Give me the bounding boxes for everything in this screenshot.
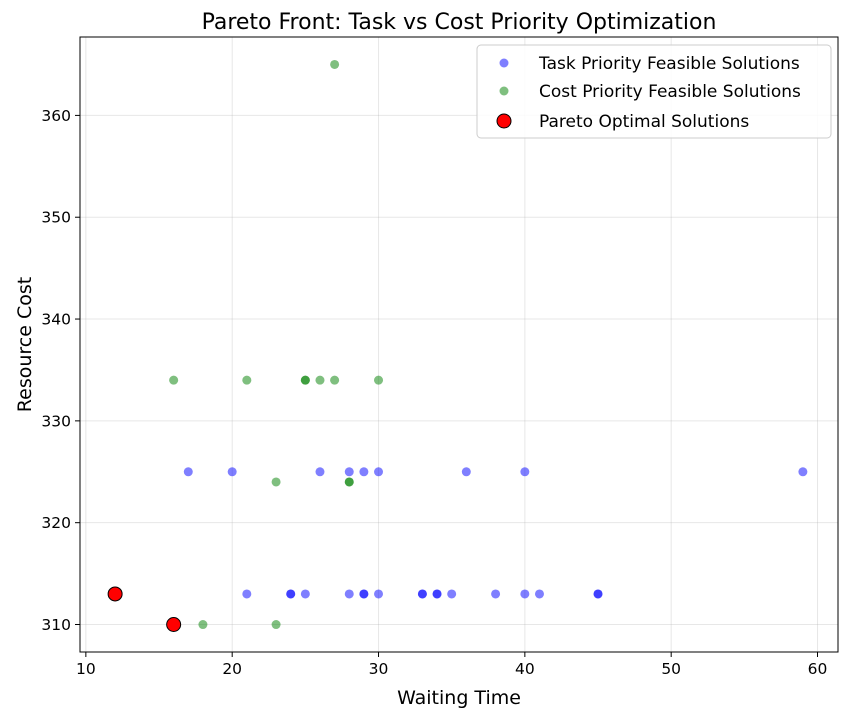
chart-title: Pareto Front: Task vs Cost Priority Opti…	[202, 10, 717, 35]
series-0-point	[593, 589, 603, 599]
y-tick-label: 310	[41, 616, 71, 634]
plot-frame	[79, 36, 839, 653]
series-0-point	[417, 589, 427, 599]
legend-label-cost-priority: Cost Priority Feasible Solutions	[539, 82, 801, 102]
series-1-point	[198, 620, 208, 630]
y-tick-label: 350	[41, 209, 71, 227]
x-tick-label: 30	[369, 660, 389, 678]
data-points	[107, 59, 808, 633]
series-1-point	[271, 477, 281, 487]
legend-label-pareto-optimal: Pareto Optimal Solutions	[539, 112, 749, 132]
series-0-point	[227, 467, 237, 477]
series-1-point	[271, 620, 281, 630]
legend-marker-pareto-optimal	[496, 113, 512, 129]
y-axis-title: Resource Cost	[14, 277, 36, 412]
series-0-point	[359, 589, 369, 599]
x-axis-title: Waiting Time	[397, 687, 521, 709]
series-0-point	[242, 589, 252, 599]
y-tick-label: 360	[41, 107, 71, 125]
x-tick-label: 50	[661, 660, 681, 678]
legend: Task Priority Feasible Solutions Cost Pr…	[476, 44, 832, 139]
series-0-point	[534, 589, 544, 599]
series-0-point	[286, 589, 296, 599]
series-1-point	[330, 375, 340, 385]
axis-ticks: 10 20 30 40 50 60 310 320 330 340 350 360	[41, 107, 827, 678]
series-1-point	[242, 375, 252, 385]
series-0-point	[359, 467, 369, 477]
series-1-point	[315, 375, 325, 385]
legend-label-task-priority: Task Priority Feasible Solutions	[538, 54, 800, 74]
series-0-point	[315, 467, 325, 477]
y-tick-label: 330	[41, 412, 71, 430]
x-tick-label: 10	[76, 660, 96, 678]
series-0-point	[344, 589, 354, 599]
series-1-point	[374, 375, 384, 385]
y-tick-label: 340	[41, 311, 71, 329]
legend-marker-cost-priority	[499, 86, 509, 96]
x-tick-label: 40	[515, 660, 535, 678]
y-tick-label: 320	[41, 514, 71, 532]
series-0-point	[520, 467, 530, 477]
series-1-point	[344, 477, 354, 487]
x-tick-label: 60	[808, 660, 828, 678]
series-0-point	[520, 589, 530, 599]
series-0-point	[491, 589, 501, 599]
series-0-point	[300, 589, 310, 599]
series-0-point	[374, 467, 384, 477]
series-0-point	[447, 589, 457, 599]
legend-marker-task-priority	[499, 58, 509, 68]
x-tick-label: 20	[222, 660, 242, 678]
series-1-point	[330, 59, 340, 69]
series-2-point	[166, 617, 182, 633]
series-1-point	[169, 375, 179, 385]
legend-box	[476, 44, 832, 139]
series-0-point	[461, 467, 471, 477]
series-0-point	[344, 467, 354, 477]
series-2-point	[107, 586, 123, 602]
series-0-point	[798, 467, 808, 477]
series-0-point	[432, 589, 442, 599]
series-0-point	[374, 589, 384, 599]
series-1-point	[300, 375, 310, 385]
series-0-point	[183, 467, 193, 477]
